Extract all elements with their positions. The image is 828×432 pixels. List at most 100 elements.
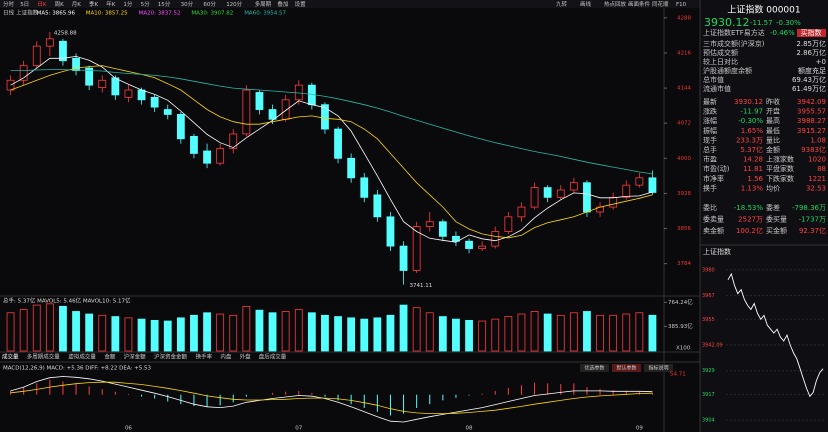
toolbar-tab[interactable]: 5分 xyxy=(141,0,150,8)
param-button-label[interactable]: 默认参数 xyxy=(616,365,636,372)
quote-value: -18.53% xyxy=(734,204,764,212)
indicator-tab[interactable]: 沪深金额 xyxy=(124,353,147,361)
toolbar-tool[interactable]: F10 xyxy=(676,2,687,8)
toolbar-tool[interactable]: 画线 xyxy=(580,0,592,8)
candle-body xyxy=(425,221,434,227)
volume-bar xyxy=(176,317,185,352)
toolbar-tab[interactable]: 30分 xyxy=(181,0,194,8)
candle-body xyxy=(163,109,172,115)
param-button[interactable] xyxy=(644,364,673,372)
quote-label: 昨收 xyxy=(766,97,780,106)
indicator-tab[interactable]: 盘后成交量 xyxy=(259,353,287,361)
y-tick-label: 4288 xyxy=(677,15,691,21)
buy-button-label[interactable]: 买指数 xyxy=(801,28,822,37)
quote-label: 涨跌 xyxy=(703,107,717,116)
quote-value: 1221 xyxy=(808,175,826,183)
param-button-label[interactable]: 指标说明 xyxy=(648,365,668,372)
param-button[interactable] xyxy=(612,364,641,372)
volume-bar xyxy=(569,312,578,352)
quote-label: 上涨家数 xyxy=(766,155,794,164)
volume-bar xyxy=(596,314,604,352)
volume-bar xyxy=(478,320,487,352)
volume-bar xyxy=(556,314,565,352)
volume-bar xyxy=(59,305,67,352)
volume-bar xyxy=(452,318,460,352)
indicator-tab[interactable]: 多周期成交量 xyxy=(27,353,61,361)
legend-entry: 上证指数 xyxy=(16,9,39,17)
toolbar-tab[interactable]: 叠加 xyxy=(277,0,288,8)
volume-bar xyxy=(648,314,657,352)
quote-label: 开盘 xyxy=(766,107,780,116)
toolbar-tab[interactable]: 年K xyxy=(106,0,116,8)
toolbar-tab[interactable]: 月K xyxy=(72,1,82,8)
candle-body xyxy=(360,177,369,198)
indicator-tab[interactable]: 成交量 xyxy=(2,353,19,361)
volume-bar xyxy=(307,312,316,352)
candle-body xyxy=(111,77,120,96)
volume-bar xyxy=(412,307,421,352)
indicator-tab[interactable]: 内盘 xyxy=(220,353,232,361)
toolbar-tab[interactable]: 60分 xyxy=(203,0,216,8)
info-value: 额度充足 xyxy=(798,66,826,75)
candle-body xyxy=(32,45,41,67)
buy-button[interactable] xyxy=(797,29,826,37)
info-label: 流通市值 xyxy=(703,84,731,93)
volume-bar xyxy=(465,319,473,352)
toolbar-tab[interactable]: 设置 xyxy=(295,0,307,8)
quote-pct: -0.30% xyxy=(776,19,801,27)
indicator-tab[interactable]: 金额 xyxy=(104,353,116,361)
volume-bar xyxy=(609,314,618,352)
quote-label: 市净率 xyxy=(703,174,724,183)
toolbar-tool[interactable]: 九转 xyxy=(556,0,568,8)
quote-value: 88 xyxy=(817,165,826,173)
candle-body xyxy=(386,216,395,247)
quote-label: 下跌家数 xyxy=(766,174,794,183)
indicator-tab[interactable]: 沪深资金金额 xyxy=(154,353,188,361)
candle-body xyxy=(334,128,342,159)
volume-bar xyxy=(543,313,552,352)
volume-bar xyxy=(124,317,133,352)
candle-body xyxy=(583,182,591,213)
quote-label: 市盈(动) xyxy=(703,164,730,173)
y-tick-label: 3784 xyxy=(677,261,691,267)
volume-bar xyxy=(32,304,41,352)
volume-bar xyxy=(294,309,303,352)
candle-body xyxy=(465,240,473,249)
toolbar-tool[interactable]: 画面条件 xyxy=(628,0,651,8)
toolbar-tool[interactable]: 同花顺 xyxy=(652,0,669,8)
candle-body xyxy=(45,38,54,47)
toolbar-tab[interactable]: 5日 xyxy=(20,1,29,8)
param-button-label[interactable]: 优选参数 xyxy=(584,365,604,372)
candle-body xyxy=(556,189,565,198)
volume-bar xyxy=(203,312,211,352)
quote-value: 1020 xyxy=(808,156,826,164)
toolbar-tab[interactable]: 季K xyxy=(89,0,99,8)
toolbar-tab[interactable]: 日K xyxy=(37,1,47,8)
quote-title: 上证指数 000001 xyxy=(727,4,800,16)
candle-body xyxy=(622,184,631,198)
quote-value: 3942.09 xyxy=(797,98,826,106)
candle-body xyxy=(176,114,185,140)
toolbar-tab[interactable]: 分时 xyxy=(3,0,15,8)
toolbar-tool[interactable]: 热点回放 xyxy=(604,0,627,8)
quote-value: 100.2亿 xyxy=(736,226,763,235)
volume-bar xyxy=(334,316,342,352)
toolbar-tab[interactable]: 15分 xyxy=(158,0,171,8)
toolbar-tab[interactable]: 120分 xyxy=(226,0,242,8)
toolbar-tab[interactable]: 1分 xyxy=(123,0,132,8)
candle-body xyxy=(6,79,15,91)
param-button[interactable] xyxy=(580,364,609,372)
indicator-tab[interactable]: 虚拟成交量 xyxy=(68,353,96,361)
info-label: 较上日对比 xyxy=(703,57,738,66)
volume-bar xyxy=(72,311,80,352)
volume-bar xyxy=(321,314,329,352)
dea-line xyxy=(10,381,653,414)
toolbar-tab[interactable]: 周K xyxy=(55,1,65,8)
volume-bar xyxy=(19,309,28,352)
quote-label: 市盈 xyxy=(703,155,717,164)
macd-axis-label: 54.71 xyxy=(670,372,686,378)
toolbar-tab[interactable]: 多周期 xyxy=(255,0,272,8)
volume-bar xyxy=(111,316,120,352)
indicator-tab[interactable]: 换手率 xyxy=(196,353,213,361)
indicator-tab[interactable]: 外盘 xyxy=(240,353,252,361)
